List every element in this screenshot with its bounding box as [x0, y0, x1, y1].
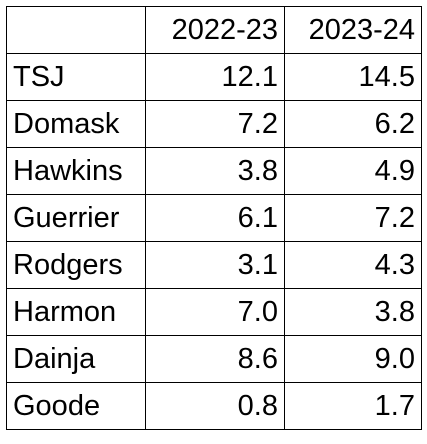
table-row: Goode 0.8 1.7 [6, 382, 422, 430]
stat-value: 6.2 [284, 100, 422, 148]
player-name: Hawkins [6, 147, 146, 195]
column-header: 2023-24 [284, 6, 422, 54]
stat-value: 4.3 [284, 241, 422, 289]
stat-value: 7.2 [145, 100, 285, 148]
stat-value: 7.2 [284, 194, 422, 242]
player-name: Rodgers [6, 241, 146, 289]
column-header: 2022-23 [145, 6, 285, 54]
stat-value: 3.1 [145, 241, 285, 289]
stat-value: 3.8 [284, 288, 422, 336]
player-name: Domask [6, 100, 146, 148]
player-name: Harmon [6, 288, 146, 336]
stat-value: 3.8 [145, 147, 285, 195]
stat-value: 8.6 [145, 335, 285, 383]
table-row: TSJ 12.1 14.5 [6, 53, 422, 101]
stat-value: 6.1 [145, 194, 285, 242]
player-name: Guerrier [6, 194, 146, 242]
stat-value: 4.9 [284, 147, 422, 195]
corner-cell [6, 6, 146, 54]
table-row: 2022-23 2023-24 [6, 6, 422, 54]
table-row: Harmon 7.0 3.8 [6, 288, 422, 336]
table-row: Dainja 8.6 9.0 [6, 335, 422, 383]
table-row: Rodgers 3.1 4.3 [6, 241, 422, 289]
stat-value: 0.8 [145, 382, 285, 430]
stat-value: 7.0 [145, 288, 285, 336]
stat-value: 9.0 [284, 335, 422, 383]
stat-value: 12.1 [145, 53, 285, 101]
player-name: TSJ [6, 53, 146, 101]
player-name: Dainja [6, 335, 146, 383]
stats-table: 2022-23 2023-24 TSJ 12.1 14.5 Domask 7.2 6.2 Haw… [6, 6, 422, 430]
stat-value: 1.7 [284, 382, 422, 430]
table-row: Hawkins 3.8 4.9 [6, 147, 422, 195]
stat-value: 14.5 [284, 53, 422, 101]
player-name: Goode [6, 382, 146, 430]
table-row: Guerrier 6.1 7.2 [6, 194, 422, 242]
table-body: 2022-23 2023-24 TSJ 12.1 14.5 Domask 7.2 6.2 Haw… [6, 6, 422, 430]
table-row: Domask 7.2 6.2 [6, 100, 422, 148]
